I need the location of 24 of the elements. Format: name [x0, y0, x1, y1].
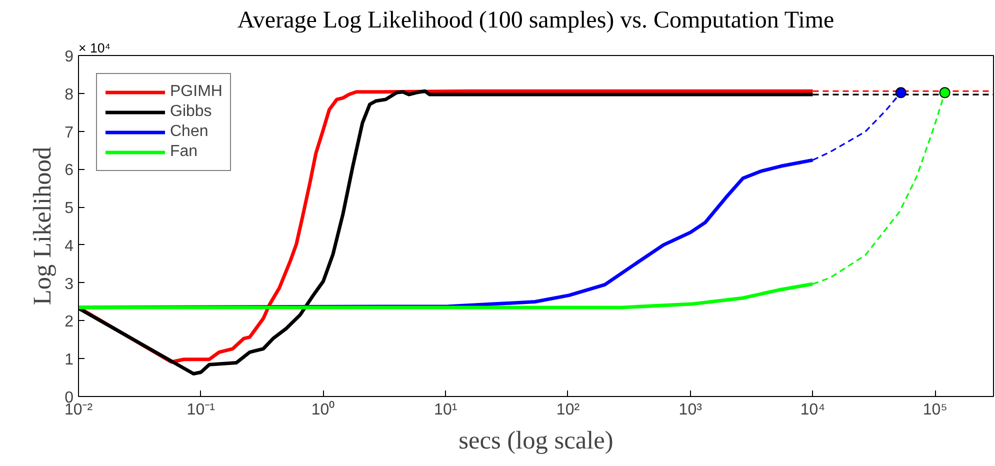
y-tick-label: 7: [64, 124, 74, 142]
y-tick-label: 4: [64, 238, 74, 255]
y-tick-label: 5: [64, 200, 74, 218]
annotation: × 10⁴: [78, 40, 111, 56]
x-tick-label: 10³: [678, 402, 703, 418]
x-axis-title: secs (log scale): [458, 426, 614, 454]
x-tick-label: 10⁵: [922, 402, 948, 418]
y-tick-label: 8: [64, 86, 74, 104]
x-tick-label: 10⁰: [311, 400, 336, 418]
y-axis-title: Log Likelihood: [28, 146, 57, 306]
y-tick-label: 3: [64, 276, 74, 293]
legend-label: Chen: [170, 123, 208, 141]
legend-label: Fan: [170, 143, 198, 161]
y-tick-label: 2: [64, 314, 74, 331]
x-tick-label: 10⁴: [800, 402, 826, 418]
legend-label: PGIMH: [170, 83, 222, 101]
chart-title: Average Log Likelihood (100 samples) vs. Computation Time: [237, 8, 834, 34]
x-tick-label: 10²: [556, 402, 580, 418]
legend-label: Gibbs: [170, 103, 212, 121]
y-tick-label: 9: [64, 48, 74, 66]
y-tick-label: 6: [64, 162, 74, 180]
x-tick-label: 10¹: [434, 402, 458, 418]
x-tick-label: 10⁻¹: [186, 402, 215, 418]
y-tick-label: 1: [64, 352, 74, 369]
